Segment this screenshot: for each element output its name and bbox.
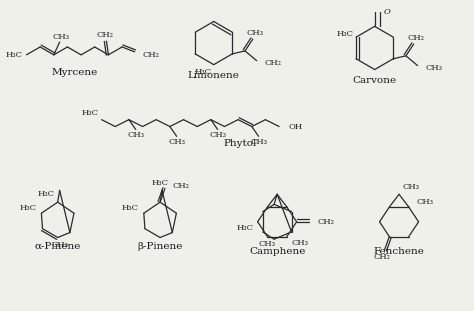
Text: H₃C: H₃C [336,30,353,38]
Text: Camphene: Camphene [249,247,305,256]
Text: CH₂: CH₂ [374,253,391,261]
Text: CH₃: CH₃ [403,183,420,191]
Text: β-Pinene: β-Pinene [137,242,183,251]
Text: H₃C: H₃C [195,67,212,76]
Text: CH₃: CH₃ [426,63,442,72]
Text: CH₂: CH₂ [264,59,282,67]
Text: CH₃: CH₃ [168,138,185,146]
Text: CH₃: CH₃ [209,131,226,139]
Text: α-Pinene: α-Pinene [35,242,81,251]
Text: H₃C: H₃C [237,224,254,232]
Text: CH₃: CH₃ [259,240,276,248]
Text: CH₃: CH₃ [250,138,267,146]
Text: Phytol: Phytol [223,139,257,148]
Text: CH₃: CH₃ [127,131,144,139]
Text: H₃C: H₃C [152,179,169,188]
Text: CH₃: CH₃ [51,241,68,249]
Text: Limonene: Limonene [188,71,240,80]
Text: CH₃: CH₃ [52,33,69,41]
Text: O: O [383,7,390,16]
Text: H₃C: H₃C [6,51,23,59]
Text: CH₂: CH₂ [317,218,334,226]
Text: Fenchene: Fenchene [374,247,425,256]
Text: CH₃: CH₃ [292,239,309,248]
Text: CH₃: CH₃ [417,198,434,206]
Text: CH₂: CH₂ [96,31,113,39]
Text: OH: OH [289,123,303,131]
Text: Myrcene: Myrcene [51,68,97,77]
Text: H₃C: H₃C [19,204,36,212]
Text: H₃C: H₃C [122,204,139,212]
Text: CH₂: CH₂ [173,183,190,190]
Text: H₃C: H₃C [38,190,55,198]
Text: Carvone: Carvone [353,76,397,85]
Text: CH₂: CH₂ [407,34,424,42]
Text: CH₃: CH₃ [246,29,263,37]
Text: H₃C: H₃C [82,109,99,117]
Text: CH₂: CH₂ [143,51,160,59]
